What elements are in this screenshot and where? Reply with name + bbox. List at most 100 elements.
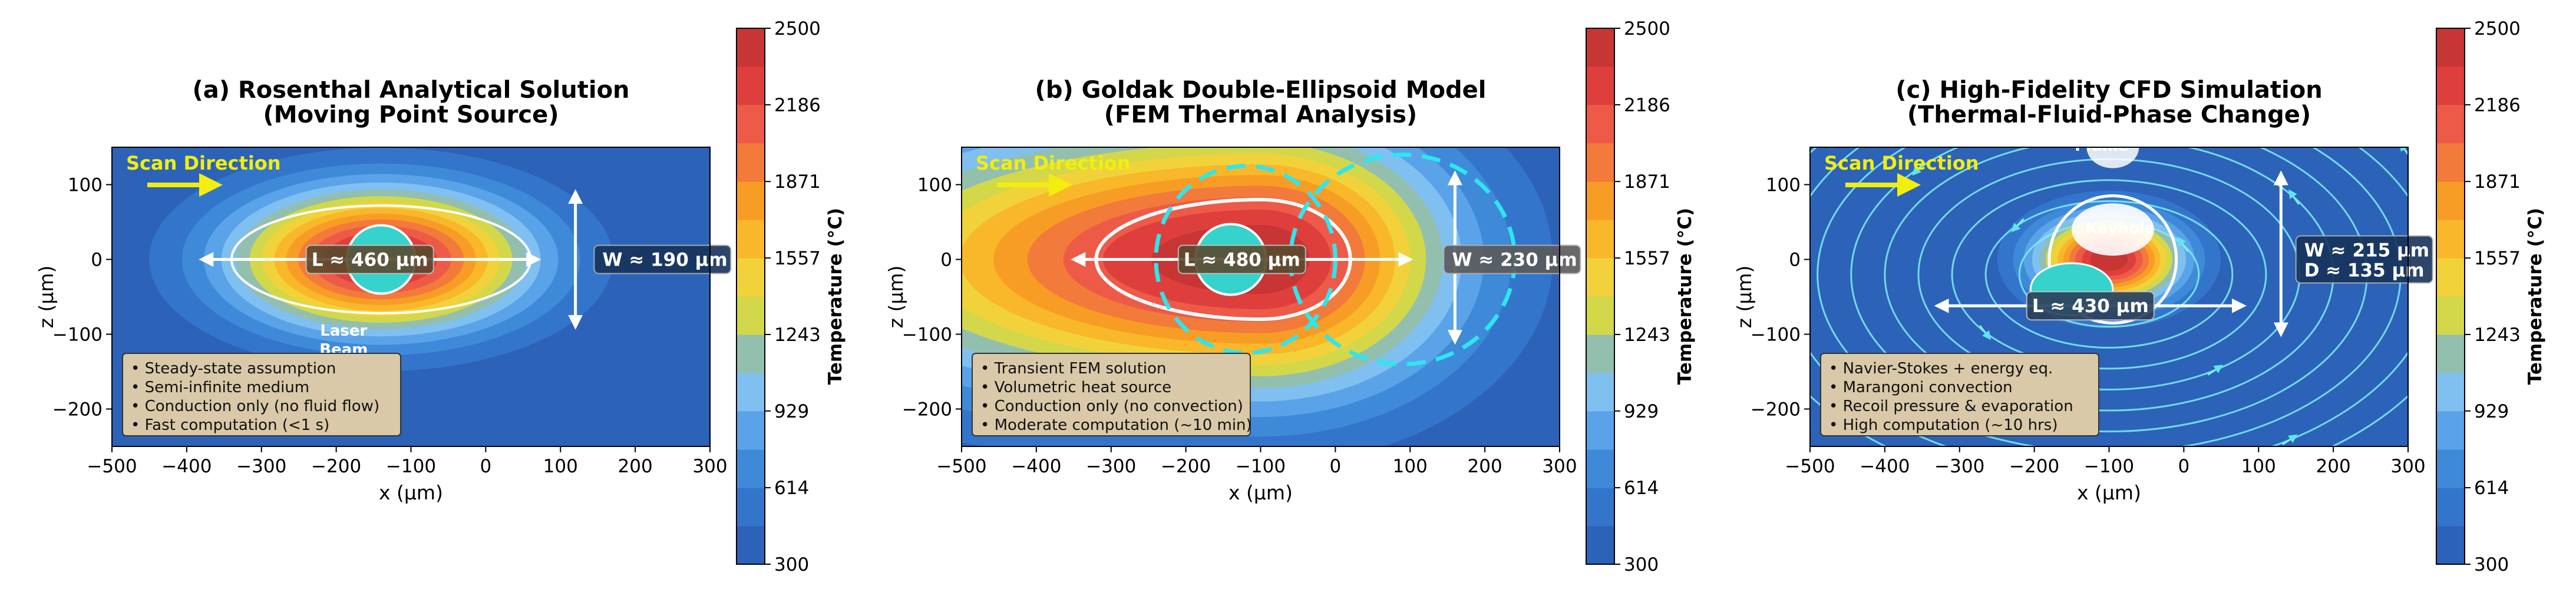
flow-arrow bbox=[2399, 147, 2408, 156]
colorbar-band bbox=[2436, 28, 2465, 67]
flow-arrow bbox=[1979, 325, 1992, 340]
notes-box bbox=[122, 353, 401, 436]
x-tick-label: 300 bbox=[692, 456, 727, 477]
y-tick-label: 0 bbox=[91, 250, 103, 271]
colorbar-tick-label: 300 bbox=[774, 554, 809, 575]
x-tick-label: −400 bbox=[1860, 456, 1910, 477]
melt-pool-boundary bbox=[2047, 194, 2178, 325]
vapor-plume bbox=[2086, 147, 2139, 168]
panel-b: Scan Direction L ≈ 480 μm W ≈ 230 μm • Tran… bbox=[884, 77, 1581, 504]
length-label: L ≈ 430 μm bbox=[2032, 296, 2149, 317]
x-tick-label: 100 bbox=[543, 456, 578, 477]
plot-area bbox=[1810, 147, 2408, 446]
panel-title: (c) High-Fidelity CFD Simulation bbox=[1895, 77, 2322, 104]
y-tick-label: −100 bbox=[52, 325, 103, 346]
note-line: • Moderate computation (~10 min) bbox=[980, 416, 1252, 434]
width-label-box bbox=[593, 244, 732, 274]
notes-box bbox=[972, 353, 1251, 436]
colorbar-tick-label: 1871 bbox=[774, 171, 821, 193]
x-axis-label: x (μm) bbox=[2077, 481, 2141, 504]
colorbar-band bbox=[2436, 258, 2465, 297]
note-line: • Recoil pressure & evaporation bbox=[1829, 398, 2073, 415]
colorbar-tick-label: 300 bbox=[2474, 554, 2509, 575]
width-label-box bbox=[2295, 235, 2433, 284]
colorbar-band bbox=[2436, 488, 2465, 527]
colorbar-band bbox=[2436, 449, 2465, 488]
colorbar-tick-label: 1243 bbox=[2474, 325, 2521, 346]
colorbar-band bbox=[1586, 488, 1614, 527]
note-line: • Conduction only (no fluid flow) bbox=[131, 398, 379, 415]
x-axis-label: x (μm) bbox=[379, 481, 443, 504]
x-tick-label: −500 bbox=[87, 456, 137, 477]
x-tick-label: −300 bbox=[236, 456, 286, 477]
flow-arrow bbox=[2011, 218, 2025, 233]
colorbar-band bbox=[737, 372, 765, 412]
colorbar-band bbox=[737, 526, 765, 565]
flow-arrow bbox=[2207, 365, 2224, 376]
colorbar-band bbox=[1586, 258, 1614, 297]
x-tick-label: 100 bbox=[1393, 456, 1428, 477]
length-label-box bbox=[305, 244, 434, 274]
x-tick-label: −300 bbox=[1934, 456, 1984, 477]
colorbar-tick-label: 929 bbox=[2474, 401, 2509, 422]
note-line: • Marangoni convection bbox=[1829, 379, 2013, 396]
flow-arrow bbox=[1912, 161, 1926, 176]
colorbar-tick-label: 2500 bbox=[774, 18, 821, 39]
x-tick-label: −200 bbox=[2009, 456, 2059, 477]
plume-label: Plume bbox=[2075, 137, 2128, 155]
colorbar-band bbox=[737, 66, 765, 105]
colorbar-tick-label: 1557 bbox=[1624, 248, 1670, 269]
colorbar-band bbox=[1586, 143, 1614, 182]
colorbar: 300 614 929 1243 1557 1871 2186 2500 Temperature… bbox=[1586, 18, 1696, 575]
y-tick-label: −200 bbox=[902, 399, 952, 420]
width-label-box bbox=[1443, 244, 1581, 274]
x-tick-label: −500 bbox=[936, 456, 986, 477]
flow-arrow bbox=[2177, 236, 2189, 253]
width-label-line: W ≈ 215 μm bbox=[2304, 240, 2429, 261]
colorbar-band bbox=[1586, 66, 1614, 105]
y-tick-label: 100 bbox=[1766, 175, 1801, 196]
y-axis-label: z (μm) bbox=[884, 266, 907, 329]
width-label-line: W ≈ 230 μm bbox=[1452, 250, 1577, 271]
colorbar-tick-label: 614 bbox=[774, 478, 809, 499]
colorbar-band bbox=[1586, 296, 1614, 335]
colorbar-band bbox=[2436, 334, 2465, 373]
flow-streamline bbox=[1984, 200, 2234, 349]
length-label: L ≈ 460 μm bbox=[312, 250, 428, 271]
colorbar-band bbox=[2436, 526, 2465, 565]
colorbar: 300 614 929 1243 1557 1871 2186 2500 Temperature… bbox=[736, 18, 846, 575]
colorbar-band bbox=[737, 28, 765, 67]
panel-title: (FEM Thermal Analysis) bbox=[1104, 101, 1417, 128]
colorbar-tick-label: 929 bbox=[1624, 401, 1659, 422]
y-tick-label: 0 bbox=[1789, 250, 1801, 271]
colorbar-tick-label: 614 bbox=[1624, 478, 1659, 499]
colorbar-tick-label: 929 bbox=[774, 401, 809, 422]
colorbar: 300 614 929 1243 1557 1871 2186 2500 Temperature… bbox=[2436, 18, 2546, 575]
keyhole-cavity bbox=[2072, 203, 2154, 256]
colorbar-band bbox=[1586, 410, 1614, 450]
y-tick-label: −200 bbox=[52, 399, 103, 420]
colorbar-frame bbox=[1586, 28, 1615, 565]
width-label-line: W ≈ 190 μm bbox=[602, 250, 727, 271]
panel-title: (Moving Point Source) bbox=[263, 101, 559, 128]
colorbar-band bbox=[1586, 181, 1614, 220]
note-line: • Semi-infinite medium bbox=[131, 379, 309, 396]
x-tick-label: −400 bbox=[161, 456, 212, 477]
colorbar-band bbox=[2436, 410, 2465, 450]
colorbar-band bbox=[1586, 372, 1614, 412]
colorbar-band bbox=[2436, 372, 2465, 412]
colorbar-band bbox=[737, 410, 765, 450]
scan-direction-label: Scan Direction bbox=[976, 152, 1131, 174]
colorbar-tick-label: 1871 bbox=[1624, 171, 1670, 193]
x-tick-label: −300 bbox=[1086, 456, 1136, 477]
panel-c: Scan Direction L ≈ 430 μm W ≈ 215 μmD ≈ 13… bbox=[1733, 77, 2433, 504]
x-tick-label: −100 bbox=[1236, 456, 1286, 477]
length-label: L ≈ 480 μm bbox=[1184, 250, 1300, 271]
colorbar-band bbox=[737, 220, 765, 259]
colorbar-tick-label: 1871 bbox=[2474, 171, 2521, 193]
x-tick-label: 0 bbox=[1330, 456, 1342, 477]
y-axis-label: z (μm) bbox=[35, 266, 58, 329]
colorbar-band bbox=[1586, 220, 1614, 259]
note-line: • Steady-state assumption bbox=[131, 360, 336, 378]
